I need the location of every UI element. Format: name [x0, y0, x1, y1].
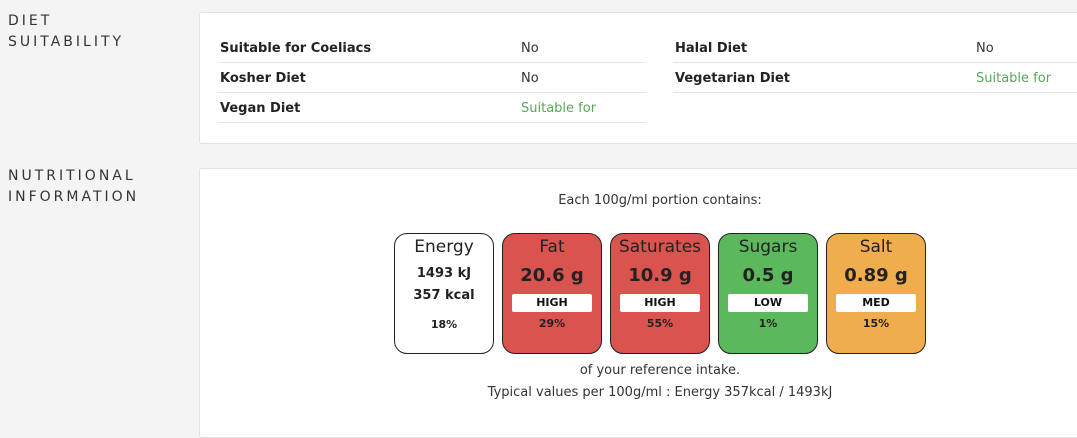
energy-percent: 18% — [430, 318, 458, 331]
diet-value: No — [521, 71, 539, 86]
nutrition-heading-line2: INFORMATION — [8, 189, 140, 205]
tile-level-badge: HIGH — [620, 294, 700, 312]
diet-row-vegan: Vegan Diet Suitable for — [218, 93, 646, 123]
tile-percent: 15% — [862, 317, 890, 330]
diet-value: No — [521, 41, 539, 56]
diet-value: Suitable for — [976, 71, 1052, 86]
tile-name: Salt — [859, 237, 893, 257]
fat-tile: Fat 20.6 g HIGH 29% — [502, 233, 602, 354]
diet-suitability-panel: Suitable for Coeliacs No Halal Diet No K… — [199, 12, 1077, 144]
nutritional-information-heading: NUTRITIONAL INFORMATION — [8, 166, 139, 208]
diet-value: No — [976, 41, 994, 56]
diet-row-halal: Halal Diet No — [673, 33, 1077, 63]
typical-values-text: Typical values per 100g/ml : Energy 357k… — [487, 385, 833, 400]
diet-row-coeliacs: Suitable for Coeliacs No — [218, 33, 646, 63]
diet-name: Vegan Diet — [220, 101, 301, 116]
tile-level-badge: MED — [836, 294, 916, 312]
tile-level-badge: LOW — [728, 294, 808, 312]
sugars-tile: Sugars 0.5 g LOW 1% — [718, 233, 818, 354]
tile-amount: 0.89 g — [844, 265, 908, 286]
energy-kj: 1493 kJ — [416, 266, 472, 281]
tile-name: Sugars — [738, 237, 798, 257]
tile-percent: 55% — [646, 317, 674, 330]
diet-row-kosher: Kosher Diet No — [218, 63, 646, 93]
tile-level-badge: HIGH — [512, 294, 592, 312]
tile-percent: 29% — [538, 317, 566, 330]
tile-name: Fat — [539, 237, 565, 257]
energy-tile: Energy 1493 kJ 357 kcal 18% — [394, 233, 494, 354]
diet-value: Suitable for — [521, 101, 597, 116]
portion-text: Each 100g/ml portion contains: — [558, 193, 762, 208]
tile-amount: 10.9 g — [628, 265, 692, 286]
salt-tile: Salt 0.89 g MED 15% — [826, 233, 926, 354]
diet-row-vegetarian: Vegetarian Diet Suitable for — [673, 63, 1077, 93]
nutritional-information-panel: Each 100g/ml portion contains: Energy 14… — [199, 168, 1077, 438]
tile-amount: 0.5 g — [742, 265, 794, 286]
diet-heading-line1: DIET — [8, 13, 53, 29]
tile-name: Saturates — [618, 237, 702, 257]
diet-heading-line2: SUITABILITY — [8, 34, 125, 50]
diet-suitability-heading: DIET SUITABILITY — [8, 11, 124, 53]
energy-name: Energy — [414, 237, 474, 257]
diet-name: Kosher Diet — [220, 71, 306, 86]
nutrition-heading-line1: NUTRITIONAL — [8, 168, 136, 184]
saturates-tile: Saturates 10.9 g HIGH 55% — [610, 233, 710, 354]
tile-percent: 1% — [758, 317, 778, 330]
reference-intake-text: of your reference intake. — [579, 363, 741, 378]
diet-name: Vegetarian Diet — [675, 71, 790, 86]
diet-name: Suitable for Coeliacs — [220, 41, 372, 56]
diet-name: Halal Diet — [675, 41, 748, 56]
tile-amount: 20.6 g — [520, 265, 584, 286]
energy-kcal: 357 kcal — [413, 288, 475, 303]
